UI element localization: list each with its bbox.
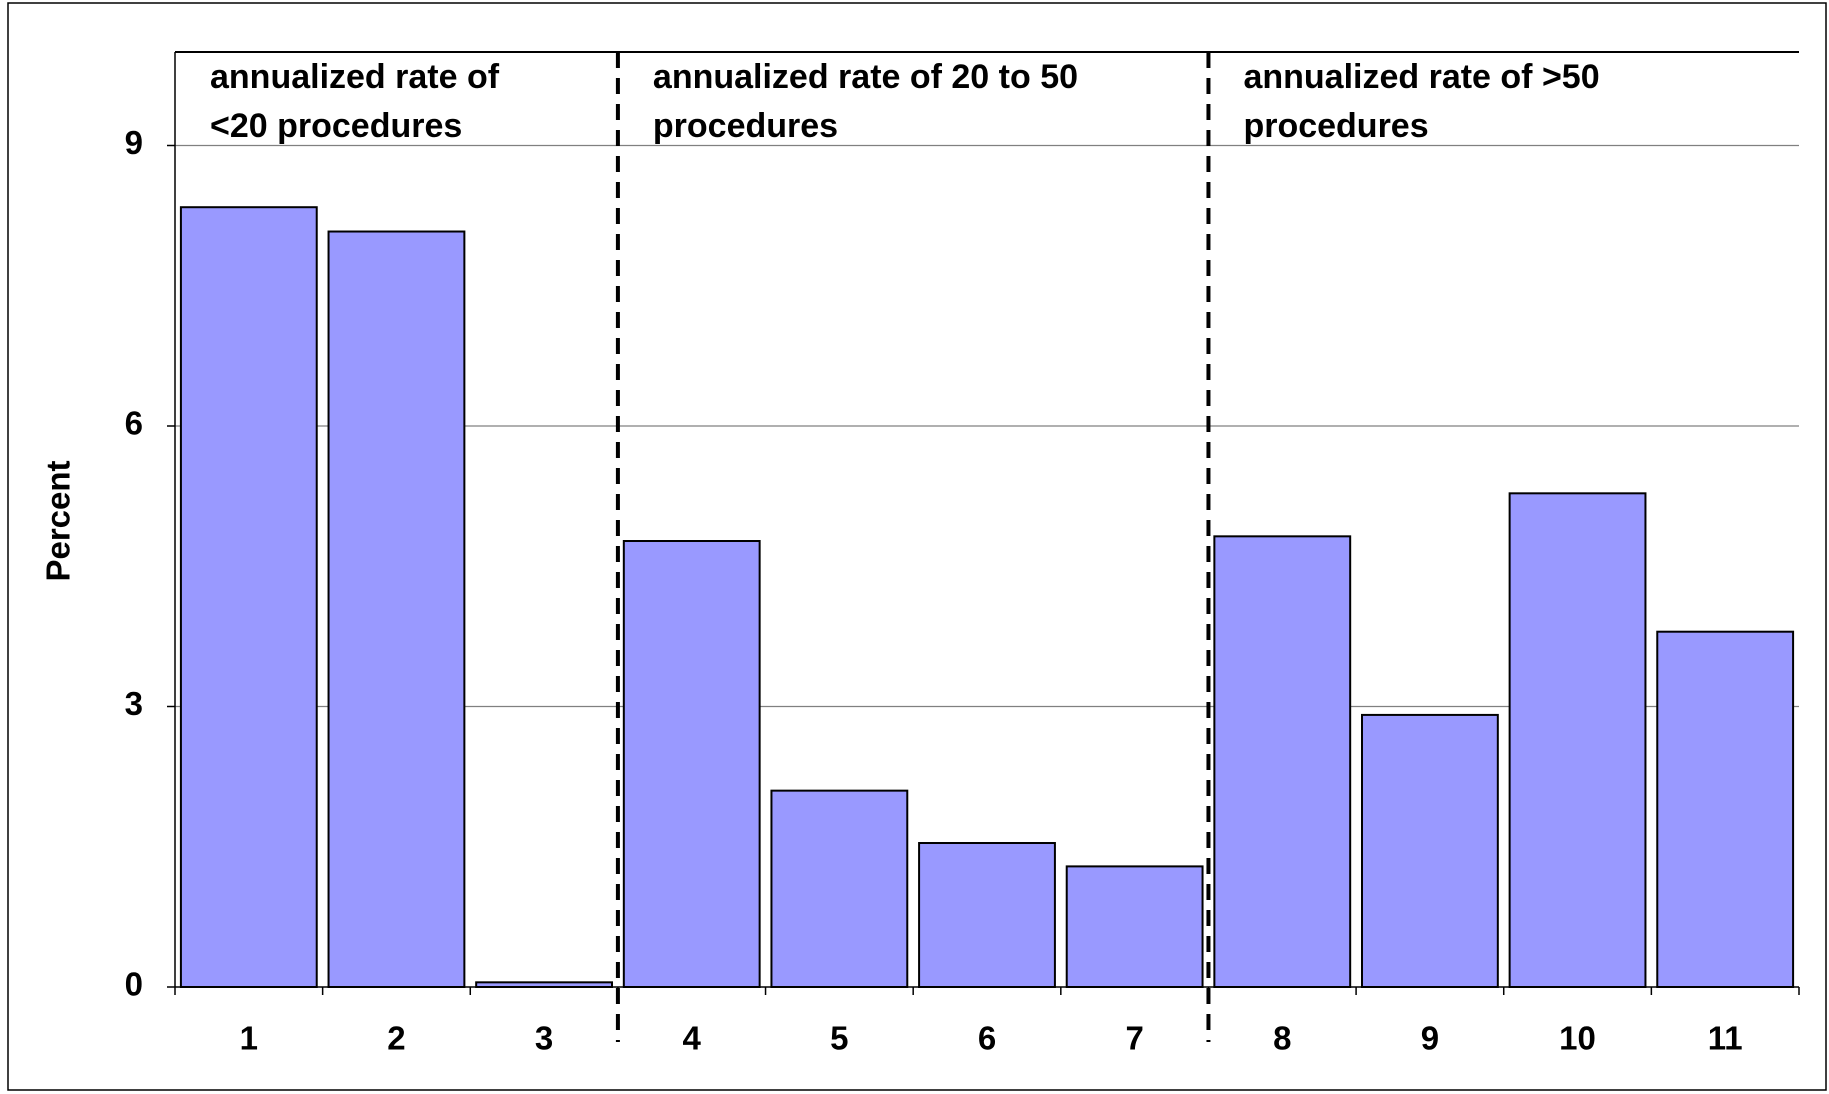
group-label: procedures xyxy=(653,107,838,145)
x-tick-label: 7 xyxy=(1125,1020,1143,1057)
x-tick-label: 5 xyxy=(830,1020,848,1057)
bar xyxy=(622,540,761,988)
x-tick-label: 11 xyxy=(1708,1020,1743,1057)
bar xyxy=(327,230,466,988)
bar xyxy=(1360,713,1499,988)
bar xyxy=(1213,535,1352,989)
bar xyxy=(1656,630,1795,988)
group-label: procedures xyxy=(1243,107,1428,145)
group-label: annualized rate of >50 xyxy=(1243,58,1599,96)
x-tick-label: 9 xyxy=(1421,1020,1439,1057)
bar xyxy=(1508,492,1647,988)
bar xyxy=(770,789,909,989)
x-tick-label: 6 xyxy=(978,1020,996,1057)
bar xyxy=(1065,865,1204,989)
y-tick-label: 6 xyxy=(125,405,143,442)
bar xyxy=(918,842,1056,989)
group-label: <20 procedures xyxy=(210,107,462,145)
x-tick-label: 4 xyxy=(683,1020,702,1057)
x-tick-label: 1 xyxy=(240,1020,258,1057)
y-tick-label: 0 xyxy=(125,966,143,1003)
group-label: annualized rate of xyxy=(210,58,500,96)
x-tick-label: 3 xyxy=(535,1020,553,1057)
x-tick-label: 2 xyxy=(387,1020,405,1057)
x-tick-label: 8 xyxy=(1273,1020,1291,1057)
bar xyxy=(179,206,318,988)
y-tick-label: 3 xyxy=(125,685,143,722)
x-tick-label: 10 xyxy=(1559,1020,1596,1057)
group-label: annualized rate of 20 to 50 xyxy=(653,58,1078,96)
y-tick-label: 9 xyxy=(125,124,143,161)
y-axis-label: Percent xyxy=(40,460,77,581)
